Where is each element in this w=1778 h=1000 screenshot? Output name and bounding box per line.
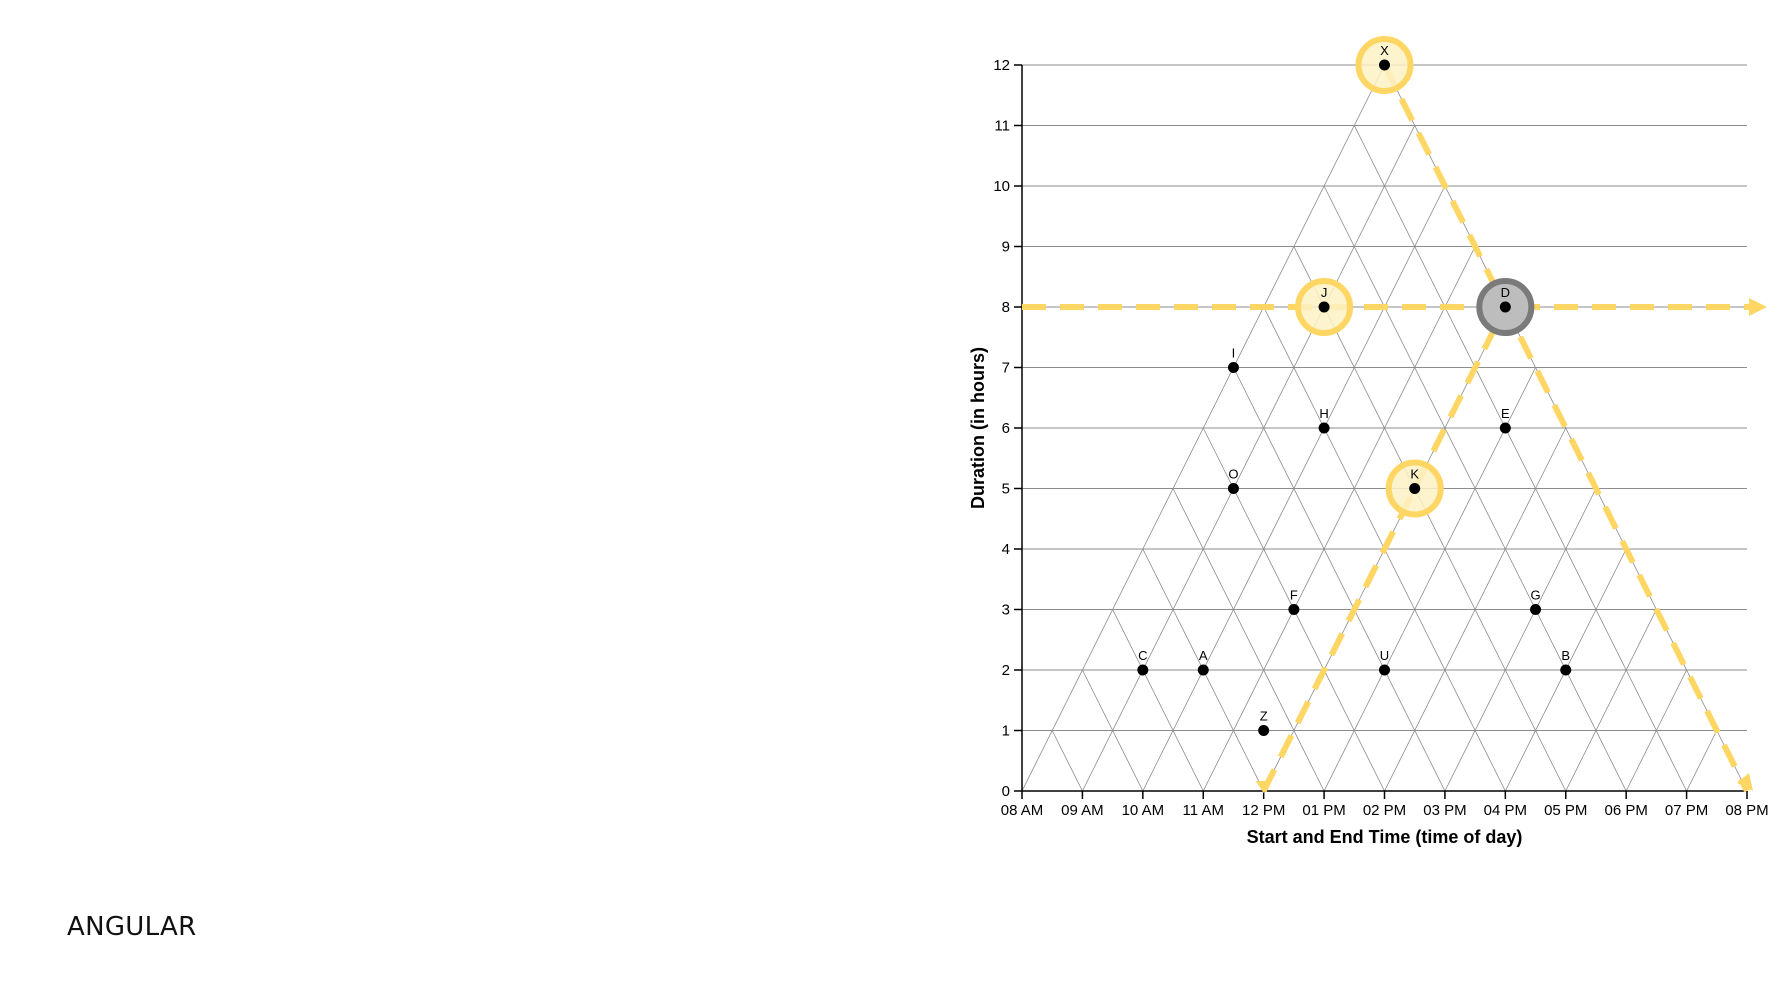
data-point bbox=[1379, 664, 1390, 676]
data-point bbox=[1288, 604, 1300, 615]
point-label: J bbox=[1321, 285, 1328, 300]
point-label: I bbox=[1232, 346, 1236, 361]
gridline-diagonal-up bbox=[1082, 125, 1416, 791]
x-tick-label: 02 PM bbox=[1363, 802, 1406, 819]
y-tick-label: 2 bbox=[1002, 662, 1010, 679]
y-tick-label: 9 bbox=[1002, 239, 1010, 256]
y-tick-label: 4 bbox=[1002, 541, 1010, 558]
data-point bbox=[1227, 483, 1239, 494]
point-label: C bbox=[1138, 648, 1147, 663]
x-tick-label: 05 PM bbox=[1544, 802, 1587, 819]
caption-label: ANGULAR bbox=[67, 912, 197, 942]
gridline-diagonal-up bbox=[1686, 730, 1718, 791]
data-point bbox=[1530, 604, 1542, 615]
x-tick-label: 06 PM bbox=[1604, 802, 1647, 819]
y-tick-label: 6 bbox=[1002, 420, 1010, 437]
x-tick-label: 11 AM bbox=[1183, 802, 1224, 819]
point-label: A bbox=[1199, 648, 1208, 663]
data-point bbox=[1318, 422, 1330, 434]
data-point bbox=[1227, 362, 1239, 373]
arrowhead-icon bbox=[1749, 298, 1767, 316]
x-tick-label: 09 AM bbox=[1061, 802, 1104, 819]
data-point bbox=[1409, 483, 1421, 494]
point-label: K bbox=[1410, 467, 1419, 482]
x-axis-title: Start and End Time (time of day) bbox=[1247, 827, 1523, 847]
gridline-diagonal-up bbox=[1202, 246, 1476, 791]
start-time-guide-line bbox=[1260, 305, 1509, 793]
gridline-diagonal-down bbox=[1082, 669, 1144, 791]
point-label: E bbox=[1501, 406, 1510, 421]
data-point bbox=[1197, 664, 1209, 676]
x-tick-label: 12 PM bbox=[1242, 802, 1285, 819]
gridline-diagonal-down bbox=[1112, 609, 1204, 791]
arrowhead-icon bbox=[1737, 773, 1753, 791]
arrowhead-icon bbox=[1255, 781, 1272, 793]
data-point bbox=[1258, 725, 1270, 736]
data-point bbox=[1560, 664, 1572, 676]
point-label: B bbox=[1561, 648, 1570, 663]
y-tick-label: 11 bbox=[994, 118, 1010, 135]
data-points: X J D I H E O K F G C A U B Z bbox=[1137, 43, 1572, 736]
gridline-diagonal-down bbox=[1323, 185, 1627, 791]
x-tick-label: 03 PM bbox=[1423, 802, 1466, 819]
y-tick-label: 12 bbox=[993, 57, 1010, 74]
gridline-diagonal-up bbox=[1444, 488, 1597, 791]
gridline-diagonal-down bbox=[1353, 125, 1687, 791]
data-point bbox=[1379, 59, 1390, 71]
x-tick-label: 08 AM bbox=[1001, 802, 1044, 819]
triangular-grid bbox=[1022, 64, 1747, 791]
y-tick-label: 3 bbox=[1002, 602, 1010, 619]
x-tick-label: 01 PM bbox=[1302, 802, 1345, 819]
y-tick-label: 0 bbox=[1002, 783, 1010, 800]
data-point bbox=[1499, 422, 1511, 434]
point-label: D bbox=[1501, 285, 1510, 300]
gridline-diagonal-down bbox=[1233, 367, 1446, 791]
y-axis-title: Duration (in hours) bbox=[968, 347, 988, 509]
gridline-diagonal-down bbox=[1172, 488, 1325, 791]
data-point bbox=[1499, 301, 1511, 313]
gridline-diagonal-down bbox=[1051, 730, 1083, 791]
data-point bbox=[1137, 664, 1149, 676]
gridline-diagonal-up bbox=[1565, 609, 1657, 791]
annotation-lines bbox=[1022, 63, 1767, 793]
x-tick-label: 10 AM bbox=[1122, 802, 1165, 819]
point-label: Z bbox=[1260, 709, 1268, 724]
point-label: F bbox=[1290, 588, 1298, 603]
point-label: U bbox=[1380, 648, 1389, 663]
end-time-guide-line bbox=[1381, 63, 1750, 793]
y-tick-label: 7 bbox=[1002, 360, 1010, 377]
highlight-rings bbox=[1295, 36, 1535, 518]
y-tick-label: 8 bbox=[1002, 299, 1010, 316]
point-label: O bbox=[1228, 467, 1238, 482]
y-tick-label: 1 bbox=[1002, 723, 1010, 740]
point-label: H bbox=[1319, 406, 1328, 421]
y-tick-label: 10 bbox=[993, 178, 1010, 195]
gridline-diagonal-down bbox=[1293, 246, 1567, 791]
data-point bbox=[1318, 301, 1330, 313]
x-tick-label: 08 PM bbox=[1725, 802, 1768, 819]
point-label: G bbox=[1530, 588, 1540, 603]
x-tick-label: 04 PM bbox=[1484, 802, 1527, 819]
y-tick-label: 5 bbox=[1002, 481, 1010, 498]
gridline-diagonal-up bbox=[1323, 367, 1536, 791]
point-label: X bbox=[1380, 43, 1389, 58]
x-tick-label: 07 PM bbox=[1665, 802, 1708, 819]
